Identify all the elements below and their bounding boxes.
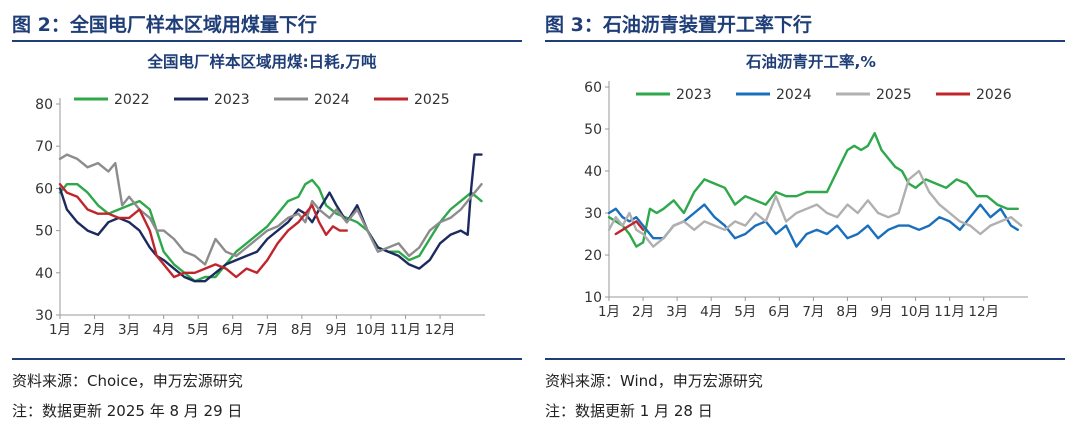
legend-label-2025: 2025: [414, 92, 450, 108]
x-tick-label: 2月: [632, 304, 654, 320]
right-figure-panel: 图 3：石油沥青装置开工率下行 石油沥青开工率,% 10 20 30 40 50 60 1月 2…: [541, 0, 1080, 432]
x-tick-label: 8月: [291, 322, 313, 338]
update-note: 注：数据更新 1 月 28 日: [545, 402, 713, 420]
footer-divider: [545, 358, 1065, 360]
y-tick-label: 50: [584, 122, 602, 138]
series-line-2025: [607, 169, 1023, 248]
legend-label-2023: 2023: [214, 92, 250, 108]
legend-label-2023: 2023: [676, 87, 712, 103]
source-note: 资料来源：Choice，申万宏源研究: [12, 372, 243, 390]
chart-title: 石油沥青开工率,%: [745, 52, 876, 71]
x-tick-label: 10月: [900, 304, 931, 320]
x-tick-label: 6月: [768, 304, 790, 320]
x-tick-label: 12月: [425, 322, 456, 338]
x-tick-label: 11月: [934, 304, 965, 320]
y-tick-label: 10: [584, 290, 602, 306]
series-line-2023: [58, 153, 483, 283]
legend-label-2026: 2026: [976, 87, 1012, 103]
legend-label-2025: 2025: [876, 87, 912, 103]
left-figure-panel: 图 2：全国电厂样本区域用煤量下行 全国电厂样本区域用煤:日耗,万吨 30 40 50…: [0, 0, 532, 432]
y-tick-label: 80: [35, 97, 53, 113]
legend-label-2024: 2024: [776, 87, 812, 103]
x-tick-label: 3月: [118, 322, 140, 338]
y-tick-label: 50: [35, 224, 53, 240]
y-tick-label: 60: [35, 181, 53, 197]
x-tick-label: 1月: [49, 322, 71, 338]
x-tick-label: 4月: [153, 322, 175, 338]
x-tick-label: 1月: [598, 304, 620, 320]
x-tick-label: 7月: [256, 322, 278, 338]
series-line-2024: [58, 153, 483, 266]
x-tick-label: 3月: [666, 304, 688, 320]
x-tick-label: 5月: [734, 304, 756, 320]
chart-title: 全国电厂样本区域用煤:日耗,万吨: [146, 52, 377, 71]
legend-label-2022: 2022: [114, 92, 150, 108]
asphalt-utilization-chart: 石油沥青开工率,% 10 20 30 40 50 60 1月 2月 3月 4月 5月 6月 7月 8月 9月 1…: [584, 52, 1028, 320]
series-line-2023: [607, 131, 1019, 248]
series-line-2026: [614, 220, 645, 236]
y-tick-label: 40: [35, 266, 53, 282]
series-line-2024: [607, 203, 1019, 248]
x-tick-label: 10月: [356, 322, 387, 338]
x-tick-label: 4月: [700, 304, 722, 320]
x-tick-label: 5月: [187, 322, 209, 338]
x-tick-label: 9月: [325, 322, 347, 338]
figure-title: 图 2：全国电厂样本区域用煤量下行: [12, 14, 317, 36]
legend-label-2024: 2024: [314, 92, 350, 108]
y-tick-label: 30: [584, 206, 602, 222]
y-tick-label: 60: [584, 80, 602, 96]
x-tick-label: 9月: [870, 304, 892, 320]
x-tick-label: 8月: [836, 304, 858, 320]
y-tick-label: 70: [35, 139, 53, 155]
x-tick-label: 6月: [222, 322, 244, 338]
figure-title: 图 3：石油沥青装置开工率下行: [545, 14, 812, 36]
series-line-2025: [58, 182, 348, 279]
update-note: 注：数据更新 2025 年 8 月 29 日: [12, 402, 243, 420]
series-line-2022: [58, 178, 483, 283]
x-tick-label: 2月: [84, 322, 106, 338]
source-note: 资料来源：Wind，申万宏源研究: [545, 372, 763, 390]
x-tick-label: 7月: [802, 304, 824, 320]
coal-consumption-chart: 全国电厂样本区域用煤:日耗,万吨 30 40 50 60 70 80 1月 2月 3月 4月 5月 6月…: [35, 52, 485, 338]
y-tick-label: 30: [35, 308, 53, 324]
x-tick-label: 12月: [968, 304, 999, 320]
footer-divider: [12, 358, 522, 360]
y-tick-label: 20: [584, 248, 602, 264]
title-divider: [12, 40, 522, 42]
x-tick-label: 11月: [390, 322, 421, 338]
title-divider: [545, 40, 1065, 42]
y-tick-label: 40: [584, 164, 602, 180]
